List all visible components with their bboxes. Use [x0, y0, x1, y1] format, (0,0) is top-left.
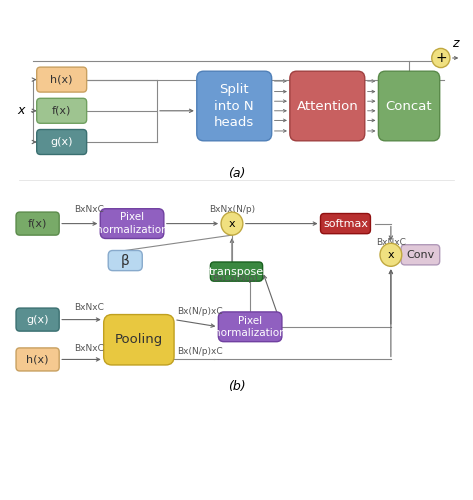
- Text: Pixel
normalization: Pixel normalization: [96, 212, 168, 235]
- Circle shape: [221, 212, 243, 235]
- Text: (b): (b): [228, 380, 245, 394]
- FancyBboxPatch shape: [290, 71, 365, 141]
- Text: f(x): f(x): [28, 218, 47, 228]
- Text: h(x): h(x): [26, 354, 49, 364]
- Text: f(x): f(x): [52, 106, 71, 116]
- FancyBboxPatch shape: [16, 308, 59, 331]
- Circle shape: [380, 244, 402, 266]
- FancyBboxPatch shape: [16, 348, 59, 371]
- Text: g(x): g(x): [26, 314, 49, 324]
- Text: Bx(N/p)xC: Bx(N/p)xC: [177, 348, 223, 356]
- Text: (a): (a): [228, 166, 245, 179]
- Text: transpose: transpose: [209, 266, 264, 276]
- Text: g(x): g(x): [51, 137, 73, 147]
- Text: x: x: [387, 250, 394, 260]
- FancyBboxPatch shape: [104, 314, 174, 365]
- Text: β: β: [121, 254, 130, 268]
- Text: BxNxC: BxNxC: [74, 344, 104, 353]
- FancyBboxPatch shape: [100, 208, 164, 238]
- FancyBboxPatch shape: [37, 98, 87, 124]
- FancyBboxPatch shape: [37, 67, 87, 92]
- Text: Pooling: Pooling: [115, 334, 163, 346]
- Text: x: x: [17, 104, 25, 118]
- FancyBboxPatch shape: [37, 130, 87, 154]
- FancyBboxPatch shape: [16, 212, 59, 235]
- Text: BxNxC: BxNxC: [74, 205, 104, 214]
- FancyBboxPatch shape: [210, 262, 263, 281]
- FancyBboxPatch shape: [378, 71, 440, 141]
- Text: softmax: softmax: [323, 218, 368, 228]
- Text: Concat: Concat: [386, 100, 432, 112]
- Text: BxNx(N/p): BxNx(N/p): [209, 205, 255, 214]
- FancyBboxPatch shape: [401, 244, 440, 265]
- FancyBboxPatch shape: [321, 214, 370, 234]
- Text: z: z: [452, 37, 459, 50]
- Text: Bx(N/p)xC: Bx(N/p)xC: [177, 307, 223, 316]
- Text: Pixel
normalization: Pixel normalization: [214, 316, 286, 338]
- Text: BxNxC: BxNxC: [376, 238, 406, 247]
- FancyBboxPatch shape: [108, 250, 142, 270]
- Circle shape: [432, 48, 450, 68]
- Text: BxNxC: BxNxC: [74, 303, 104, 312]
- Text: Conv: Conv: [406, 250, 435, 260]
- Text: x: x: [228, 218, 235, 228]
- FancyBboxPatch shape: [197, 71, 272, 141]
- Text: h(x): h(x): [51, 74, 73, 85]
- Text: Split
into N
heads: Split into N heads: [214, 84, 254, 128]
- Text: +: +: [435, 51, 447, 65]
- Text: Attention: Attention: [297, 100, 358, 112]
- FancyBboxPatch shape: [219, 312, 282, 342]
- Text: BxCx(N/p): BxCx(N/p): [212, 274, 258, 283]
